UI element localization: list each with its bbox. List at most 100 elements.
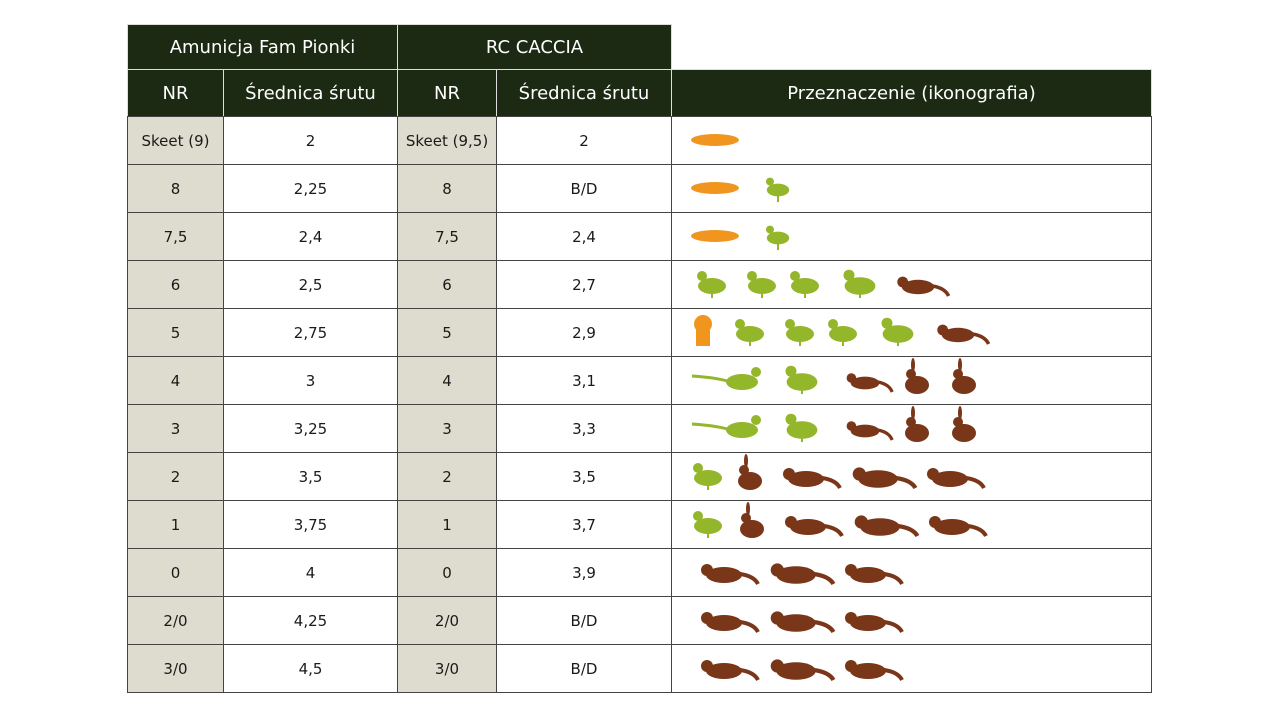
- icon-part: [790, 519, 826, 535]
- table-cell: 6: [127, 260, 224, 309]
- icon-part: [786, 373, 818, 391]
- icon-part: [788, 471, 824, 487]
- icon-part: [927, 468, 939, 480]
- icon-part: [882, 325, 914, 343]
- icon-part: [744, 454, 748, 468]
- icon-part: [958, 358, 962, 372]
- icon-part: [691, 230, 739, 242]
- table-cell: 2/0: [127, 596, 224, 645]
- icon-part: [897, 523, 920, 538]
- icon-part: [776, 566, 816, 584]
- icon-part: [883, 668, 904, 682]
- icon-part: [776, 662, 816, 680]
- icon-part: [735, 319, 745, 329]
- icon-part: [895, 475, 918, 490]
- icon-part: [706, 567, 742, 583]
- icon-part: [785, 365, 797, 377]
- icon-part: [766, 231, 790, 245]
- icon-part: [883, 620, 904, 634]
- icon-part: [701, 612, 713, 624]
- icon-part: [691, 134, 739, 146]
- icon-part: [698, 278, 726, 294]
- icon-part: [701, 564, 713, 576]
- column-header: Średnica śrutu: [496, 69, 672, 117]
- icon-part: [929, 516, 941, 528]
- icon-part: [706, 663, 742, 679]
- icon-part: [813, 619, 836, 634]
- icon-part: [694, 470, 722, 486]
- icon-part: [770, 659, 784, 673]
- icon-part: [738, 472, 762, 490]
- icon-part: [813, 571, 836, 586]
- icon-part: [726, 374, 758, 390]
- icon-part: [776, 614, 816, 632]
- icon-part: [972, 332, 991, 345]
- column-header: NR: [397, 69, 497, 117]
- icon-part: [965, 476, 986, 490]
- table-cell: 2: [127, 452, 224, 501]
- icon-part: [845, 564, 857, 576]
- icon-part: [783, 468, 795, 480]
- icon-part: [813, 667, 836, 682]
- table-cell: Skeet (9): [127, 116, 224, 165]
- icon-part: [967, 524, 988, 538]
- table-cell: 8: [127, 164, 224, 213]
- icon-part: [697, 271, 707, 281]
- icon-part: [748, 278, 776, 294]
- icon-part: [906, 417, 916, 427]
- icon-part: [706, 615, 742, 631]
- icon-part: [845, 660, 857, 672]
- icon-part: [786, 421, 818, 439]
- icon-part: [790, 271, 800, 281]
- icon-part: [932, 471, 968, 487]
- icon-part: [740, 520, 764, 538]
- group-header: Amunicja Fam Pionki: [127, 24, 398, 70]
- icon-part: [691, 374, 731, 384]
- icon-part: [932, 284, 951, 297]
- icon-part: [877, 380, 894, 393]
- icon-part: [881, 317, 893, 329]
- icon-part: [854, 515, 868, 529]
- table-cell: 3: [397, 404, 497, 453]
- icon-part: [785, 516, 797, 528]
- icon-part: [846, 373, 857, 383]
- icon-part: [877, 428, 894, 441]
- icon-part: [843, 269, 855, 281]
- icon-part: [746, 502, 750, 516]
- table-cell: 3/0: [127, 644, 224, 693]
- icon-part: [937, 324, 949, 336]
- icon-part: [934, 519, 970, 535]
- icon-part: [770, 611, 784, 625]
- icon-part: [911, 358, 915, 372]
- column-header: Przeznaczenie (ikonografia): [671, 69, 1152, 117]
- column-header: NR: [127, 69, 224, 117]
- icon-part: [766, 225, 774, 234]
- icon-part: [850, 567, 886, 583]
- table-cell: 1: [397, 500, 497, 549]
- icon-part: [751, 367, 761, 377]
- icon-part: [821, 476, 842, 490]
- icon-part: [693, 463, 703, 473]
- icon-part: [701, 660, 713, 672]
- icon-part: [906, 369, 916, 379]
- icon-part: [739, 620, 760, 634]
- icon-cell: [671, 644, 1152, 693]
- icon-part: [844, 277, 876, 295]
- table-cell: 2: [397, 452, 497, 501]
- icon-part: [739, 465, 749, 475]
- icon-part: [747, 271, 757, 281]
- icon-part: [850, 376, 880, 390]
- icon-part: [905, 424, 929, 442]
- icon-part: [901, 279, 935, 295]
- icon-part: [691, 422, 731, 432]
- icon-part: [751, 415, 761, 425]
- icon-part: [785, 413, 797, 425]
- icon-part: [791, 278, 819, 294]
- icon-part: [852, 467, 866, 481]
- icon-part: [883, 572, 904, 586]
- icon-part: [696, 330, 710, 346]
- icon-part: [786, 326, 814, 342]
- icon-part: [726, 422, 758, 438]
